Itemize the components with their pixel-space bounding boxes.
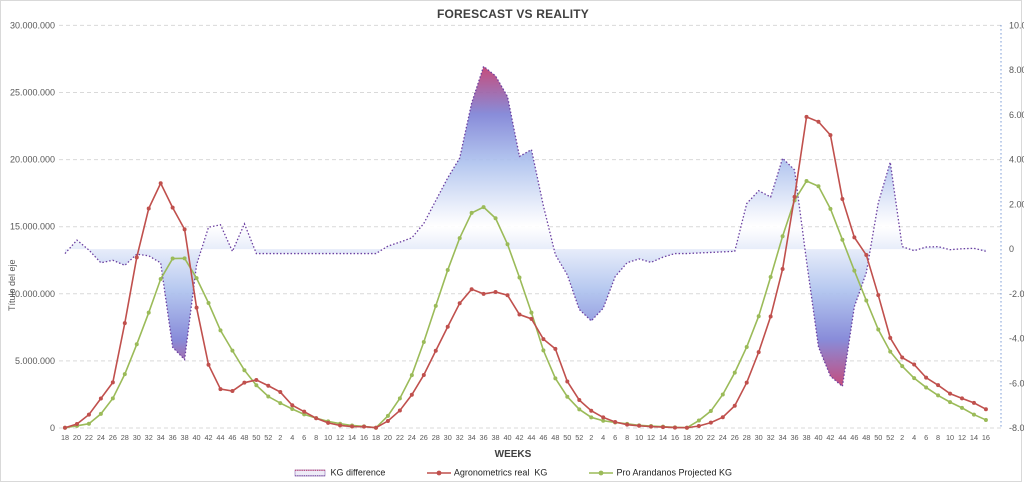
svg-text:30: 30 <box>444 433 452 442</box>
svg-text:18: 18 <box>372 433 380 442</box>
svg-text:40: 40 <box>814 433 822 442</box>
svg-text:28: 28 <box>121 433 129 442</box>
svg-text:34: 34 <box>157 433 165 442</box>
svg-text:50: 50 <box>874 433 882 442</box>
svg-text:48: 48 <box>862 433 870 442</box>
svg-text:-4.000.000: -4.000.000 <box>1009 334 1024 344</box>
svg-text:10: 10 <box>324 433 332 442</box>
svg-text:42: 42 <box>515 433 523 442</box>
svg-text:24: 24 <box>408 433 416 442</box>
svg-text:52: 52 <box>264 433 272 442</box>
svg-text:4: 4 <box>601 433 605 442</box>
svg-text:22: 22 <box>707 433 715 442</box>
svg-text:28: 28 <box>432 433 440 442</box>
svg-text:16: 16 <box>982 433 990 442</box>
svg-text:30: 30 <box>755 433 763 442</box>
svg-text:6: 6 <box>302 433 306 442</box>
svg-text:8: 8 <box>936 433 940 442</box>
svg-text:24: 24 <box>97 433 105 442</box>
svg-text:44: 44 <box>838 433 846 442</box>
svg-text:40: 40 <box>192 433 200 442</box>
svg-text:6: 6 <box>924 433 928 442</box>
svg-text:48: 48 <box>551 433 559 442</box>
svg-text:32: 32 <box>767 433 775 442</box>
svg-text:-8.000.000: -8.000.000 <box>1009 423 1024 433</box>
svg-text:38: 38 <box>802 433 810 442</box>
svg-text:40: 40 <box>503 433 511 442</box>
svg-text:16: 16 <box>671 433 679 442</box>
svg-text:20: 20 <box>384 433 392 442</box>
svg-text:8.000.000: 8.000.000 <box>1009 65 1024 75</box>
svg-text:-6.000.000: -6.000.000 <box>1009 378 1024 388</box>
svg-text:26: 26 <box>109 433 117 442</box>
svg-text:34: 34 <box>468 433 476 442</box>
svg-text:26: 26 <box>731 433 739 442</box>
svg-text:12: 12 <box>336 433 344 442</box>
svg-text:4: 4 <box>290 433 294 442</box>
svg-text:8: 8 <box>314 433 318 442</box>
svg-text:14: 14 <box>348 433 356 442</box>
svg-text:36: 36 <box>790 433 798 442</box>
svg-text:6.000.000: 6.000.000 <box>1009 110 1024 120</box>
svg-text:2: 2 <box>589 433 593 442</box>
svg-text:44: 44 <box>527 433 535 442</box>
svg-text:14: 14 <box>659 433 667 442</box>
svg-text:44: 44 <box>216 433 224 442</box>
svg-text:4.000.000: 4.000.000 <box>1009 155 1024 165</box>
svg-text:50: 50 <box>252 433 260 442</box>
svg-text:10: 10 <box>635 433 643 442</box>
svg-text:4: 4 <box>912 433 916 442</box>
svg-text:32: 32 <box>145 433 153 442</box>
svg-text:20: 20 <box>695 433 703 442</box>
svg-text:38: 38 <box>491 433 499 442</box>
svg-text:5.000.000: 5.000.000 <box>15 356 55 366</box>
svg-text:10.000.000: 10.000.000 <box>1009 20 1024 30</box>
svg-text:26: 26 <box>420 433 428 442</box>
svg-text:8: 8 <box>625 433 629 442</box>
svg-text:10: 10 <box>946 433 954 442</box>
svg-text:20: 20 <box>73 433 81 442</box>
svg-text:30.000.000: 30.000.000 <box>10 20 55 30</box>
svg-text:36: 36 <box>169 433 177 442</box>
svg-text:6: 6 <box>613 433 617 442</box>
svg-text:42: 42 <box>204 433 212 442</box>
svg-text:42: 42 <box>826 433 834 442</box>
svg-text:20.000.000: 20.000.000 <box>10 155 55 165</box>
svg-text:16: 16 <box>360 433 368 442</box>
svg-text:12: 12 <box>647 433 655 442</box>
svg-text:48: 48 <box>240 433 248 442</box>
svg-text:46: 46 <box>850 433 858 442</box>
svg-text:0: 0 <box>50 423 55 433</box>
svg-text:32: 32 <box>456 433 464 442</box>
svg-text:-2.000.000: -2.000.000 <box>1009 289 1024 299</box>
svg-text:2.000.000: 2.000.000 <box>1009 199 1024 209</box>
svg-text:46: 46 <box>539 433 547 442</box>
svg-text:46: 46 <box>228 433 236 442</box>
svg-text:15.000.000: 15.000.000 <box>10 222 55 232</box>
svg-text:50: 50 <box>563 433 571 442</box>
svg-text:2: 2 <box>278 433 282 442</box>
svg-text:12: 12 <box>958 433 966 442</box>
svg-text:30: 30 <box>133 433 141 442</box>
svg-text:34: 34 <box>779 433 787 442</box>
svg-text:22: 22 <box>396 433 404 442</box>
svg-text:52: 52 <box>886 433 894 442</box>
svg-text:18: 18 <box>61 433 69 442</box>
svg-text:0: 0 <box>1009 244 1014 254</box>
svg-text:52: 52 <box>575 433 583 442</box>
svg-text:25.000.000: 25.000.000 <box>10 88 55 98</box>
svg-text:28: 28 <box>743 433 751 442</box>
svg-text:22: 22 <box>85 433 93 442</box>
svg-text:14: 14 <box>970 433 978 442</box>
svg-text:24: 24 <box>719 433 727 442</box>
svg-text:36: 36 <box>480 433 488 442</box>
svg-text:18: 18 <box>683 433 691 442</box>
svg-text:38: 38 <box>181 433 189 442</box>
svg-text:2: 2 <box>900 433 904 442</box>
